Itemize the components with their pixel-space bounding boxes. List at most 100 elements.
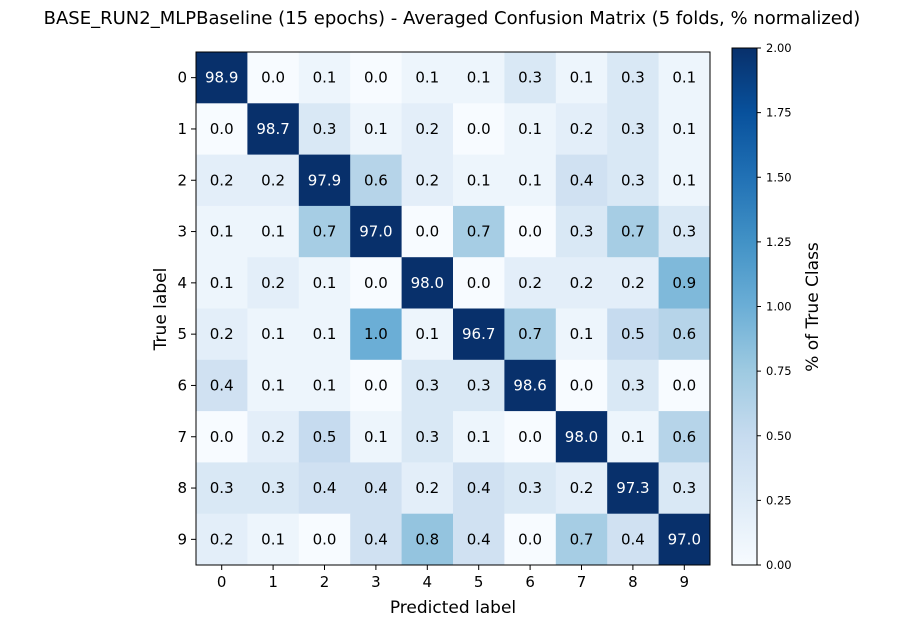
y-tick-label-9: 9	[177, 530, 187, 548]
cell-label-2-0: 0.2	[210, 171, 234, 189]
y-tick-label-0: 0	[177, 69, 187, 87]
cell-label-8-1: 0.3	[261, 479, 285, 497]
cell-label-9-9: 97.0	[668, 530, 701, 548]
cell-7-5	[453, 411, 505, 463]
cell-label-0-8: 0.3	[621, 69, 645, 87]
cell-5-1	[247, 308, 300, 361]
cell-label-5-5: 96.7	[462, 325, 495, 343]
cell-6-5	[453, 359, 505, 412]
cell-1-2	[298, 103, 351, 156]
cell-label-5-6: 0.7	[518, 325, 542, 343]
cell-label-5-0: 0.2	[210, 325, 234, 343]
cell-8-0	[196, 462, 248, 515]
cell-5-0	[196, 308, 248, 361]
cell-9-4	[401, 513, 454, 566]
cell-label-9-4: 0.8	[415, 530, 439, 548]
cell-1-5	[453, 103, 505, 156]
cell-0-3	[350, 52, 403, 104]
cell-3-1	[247, 205, 300, 258]
cell-6-9	[658, 359, 711, 412]
cell-label-6-2: 0.1	[313, 376, 337, 394]
cell-8-7	[555, 462, 608, 515]
cell-7-7	[555, 411, 608, 463]
cell-1-4	[401, 103, 454, 156]
x-axis-label: Predicted label	[390, 598, 516, 618]
cell-label-8-7: 0.2	[570, 479, 594, 497]
cell-2-7	[555, 154, 608, 207]
x-tick-label-2: 2	[320, 573, 330, 591]
cell-1-1	[247, 103, 300, 156]
cell-label-3-0: 0.1	[210, 223, 234, 241]
cell-label-6-9: 0.0	[672, 376, 696, 394]
cell-label-5-7: 0.1	[570, 325, 594, 343]
colorbar-label: % of True Class	[803, 242, 823, 372]
cell-4-0	[196, 257, 248, 309]
colorbar-tick-label-0.75: 0.75	[766, 364, 792, 378]
cell-label-3-5: 0.7	[467, 223, 491, 241]
cell-4-3	[350, 257, 403, 309]
cell-8-3	[350, 462, 403, 515]
cell-4-2	[298, 257, 351, 309]
cell-label-5-8: 0.5	[621, 325, 645, 343]
cell-9-2	[298, 513, 351, 566]
cell-label-2-6: 0.1	[518, 171, 542, 189]
cell-1-9	[658, 103, 711, 156]
cell-8-1	[247, 462, 300, 515]
cell-label-8-6: 0.3	[518, 479, 542, 497]
cell-2-0	[196, 154, 248, 207]
x-tick-label-9: 9	[680, 573, 690, 591]
cell-0-2	[298, 52, 351, 104]
y-axis-ticks: 0 1 2 3 4 5 6 7 8 9	[177, 69, 196, 548]
cell-4-7	[555, 257, 608, 309]
cell-label-3-8: 0.7	[621, 223, 645, 241]
cell-label-4-3: 0.0	[364, 274, 388, 292]
cell-label-1-1: 98.7	[256, 120, 289, 138]
cell-label-5-3: 1.0	[364, 325, 388, 343]
colorbar-tick-label-1.00: 1.00	[766, 300, 792, 314]
cell-5-2	[298, 308, 351, 361]
cell-label-9-2: 0.0	[313, 530, 337, 548]
cell-8-5	[453, 462, 505, 515]
cell-label-6-4: 0.3	[415, 376, 439, 394]
y-tick-label-1: 1	[177, 120, 187, 138]
cell-label-8-3: 0.4	[364, 479, 388, 497]
cell-label-6-7: 0.0	[570, 376, 594, 394]
cell-9-5	[453, 513, 505, 566]
cell-label-9-5: 0.4	[467, 530, 491, 548]
cell-2-5	[453, 154, 505, 207]
cell-8-4	[401, 462, 454, 515]
cell-4-6	[504, 257, 557, 309]
cell-9-8	[607, 513, 660, 566]
y-tick-label-6: 6	[177, 376, 187, 394]
cell-label-9-1: 0.1	[261, 530, 285, 548]
cell-9-1	[247, 513, 300, 566]
chart-title: BASE_RUN2_MLPBaseline (15 epochs) - Aver…	[44, 8, 861, 29]
cell-label-8-4: 0.2	[415, 479, 439, 497]
cell-2-2	[298, 154, 351, 207]
cell-label-0-6: 0.3	[518, 69, 542, 87]
cell-label-0-1: 0.0	[261, 69, 285, 87]
cell-label-4-7: 0.2	[570, 274, 594, 292]
cell-label-0-3: 0.0	[364, 69, 388, 87]
cell-9-6	[504, 513, 557, 566]
cell-label-8-9: 0.3	[672, 479, 696, 497]
y-tick-label-5: 5	[177, 325, 187, 343]
cell-label-4-4: 98.0	[411, 274, 444, 292]
cell-4-8	[607, 257, 660, 309]
cell-label-2-1: 0.2	[261, 171, 285, 189]
cell-label-9-3: 0.4	[364, 530, 388, 548]
cell-label-1-8: 0.3	[621, 120, 645, 138]
cell-label-4-6: 0.2	[518, 274, 542, 292]
cell-9-0	[196, 513, 248, 566]
cell-label-2-7: 0.4	[570, 171, 594, 189]
cell-label-0-5: 0.1	[467, 69, 491, 87]
colorbar-tick-label-0.50: 0.50	[766, 429, 792, 443]
cell-label-7-4: 0.3	[415, 428, 439, 446]
cell-8-2	[298, 462, 351, 515]
cell-7-0	[196, 411, 248, 463]
cell-label-1-2: 0.3	[313, 120, 337, 138]
cell-label-0-0: 98.9	[205, 69, 238, 87]
cell-label-6-3: 0.0	[364, 376, 388, 394]
cell-4-9	[658, 257, 711, 309]
